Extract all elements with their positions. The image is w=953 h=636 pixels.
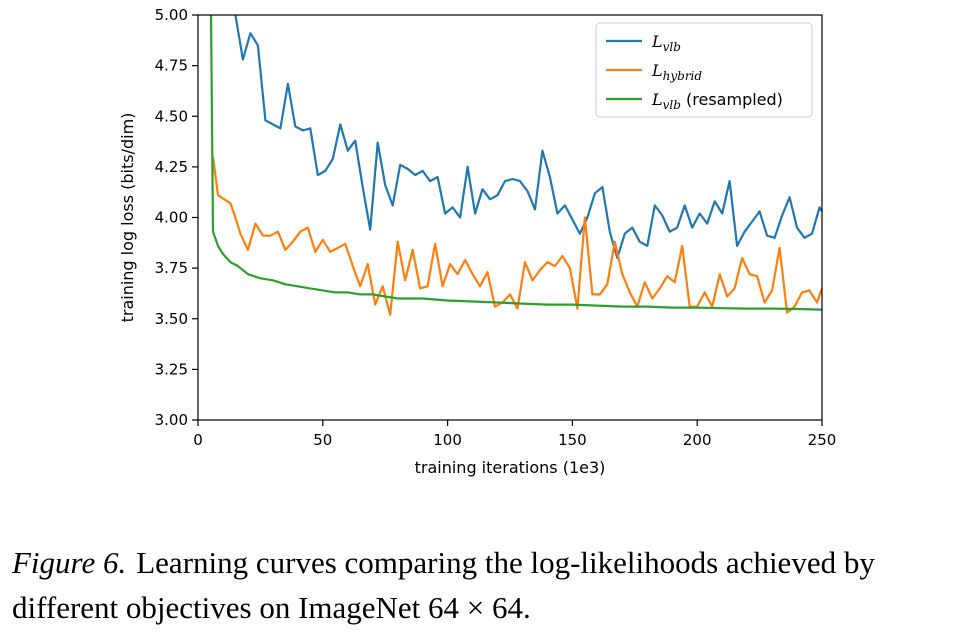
legend-label-1: Lvlb bbox=[651, 32, 681, 54]
x-axis-ticks: 0 50 100 150 200 250 bbox=[193, 420, 836, 449]
figure-label: Figure 6. bbox=[12, 545, 127, 580]
x-axis-label: training iterations (1e3) bbox=[415, 458, 606, 477]
legend: Lvlb Lhybrid Lvlb (resampled) bbox=[595, 22, 813, 118]
y-tick-label: 4.25 bbox=[155, 158, 188, 176]
caption-text: Learning curves comparing the log-likeli… bbox=[12, 545, 875, 625]
y-tick-label: 3.50 bbox=[155, 310, 188, 328]
y-tick-label: 3.75 bbox=[155, 259, 188, 277]
series-line-2 bbox=[211, 156, 822, 316]
y-tick-label: 3.25 bbox=[155, 360, 188, 378]
learning-curves-chart: 3.00 3.25 3.50 3.75 4.00 4.25 4.50 4.75 5.00 0 50… bbox=[118, 6, 836, 477]
x-tick-label: 200 bbox=[683, 431, 712, 449]
y-tick-label: 5.00 bbox=[155, 6, 188, 24]
y-tick-label: 3.00 bbox=[155, 411, 188, 429]
legend-box bbox=[595, 22, 813, 118]
series-line-3 bbox=[209, 15, 822, 311]
figure-caption: Figure 6. Learning curves comparing the l… bbox=[12, 540, 947, 630]
y-axis-ticks: 3.00 3.25 3.50 3.75 4.00 4.25 4.50 4.75 5.00 bbox=[155, 6, 198, 429]
y-tick-label: 4.50 bbox=[155, 107, 188, 125]
legend-label-3: Lvlb (resampled) bbox=[651, 90, 783, 112]
x-tick-label: 250 bbox=[808, 431, 837, 449]
x-tick-label: 100 bbox=[433, 431, 462, 449]
x-tick-label: 0 bbox=[193, 431, 203, 449]
legend-label-2: Lhybrid bbox=[651, 61, 702, 83]
x-tick-label: 50 bbox=[313, 431, 332, 449]
y-tick-label: 4.75 bbox=[155, 57, 188, 75]
series-line-1 bbox=[234, 15, 822, 260]
y-tick-label: 4.00 bbox=[155, 209, 188, 227]
y-axis-label: training log loss (bits/dim) bbox=[118, 113, 137, 323]
x-tick-label: 150 bbox=[558, 431, 587, 449]
